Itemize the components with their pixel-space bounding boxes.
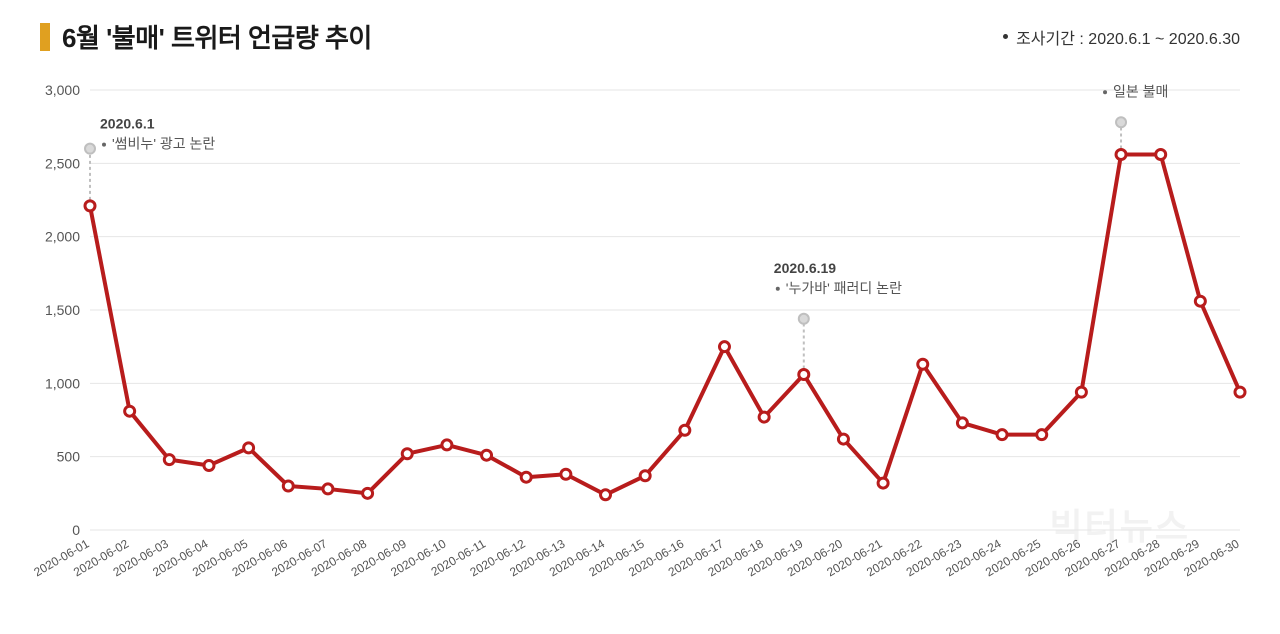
data-point — [244, 443, 254, 453]
y-axis-label: 1,000 — [45, 375, 80, 391]
annotation-marker — [85, 144, 95, 154]
data-point — [1156, 150, 1166, 160]
annotation-marker — [1116, 117, 1126, 127]
data-point — [442, 440, 452, 450]
y-axis-label: 3,000 — [45, 82, 80, 98]
title-wrap: 6월 '불매' 트위터 언급량 추이 — [40, 18, 372, 55]
y-axis-label: 500 — [57, 449, 81, 465]
data-point — [1116, 150, 1126, 160]
data-point — [1037, 430, 1047, 440]
data-point — [561, 469, 571, 479]
data-line — [90, 155, 1240, 495]
data-point — [601, 490, 611, 500]
data-point — [204, 460, 214, 470]
y-axis-label: 1,500 — [45, 302, 80, 318]
y-axis-label: 2,000 — [45, 229, 80, 245]
data-point — [680, 425, 690, 435]
data-point — [1195, 296, 1205, 306]
data-point — [323, 484, 333, 494]
data-point — [838, 434, 848, 444]
data-point — [164, 455, 174, 465]
y-axis-label: 0 — [72, 522, 80, 538]
annotation-date: 2020.6.19 — [774, 260, 836, 276]
period-text: 조사기간 : 2020.6.1 ~ 2020.6.30 — [1016, 25, 1240, 49]
data-point — [85, 201, 95, 211]
data-point — [125, 406, 135, 416]
header: 6월 '불매' 트위터 언급량 추이 조사기간 : 2020.6.1 ~ 202… — [40, 18, 1240, 55]
data-point — [640, 471, 650, 481]
title-accent-bar — [40, 23, 50, 51]
data-point — [482, 450, 492, 460]
data-point — [283, 481, 293, 491]
line-chart: 05001,0001,5002,0002,5003,0002020-06-012… — [30, 80, 1250, 610]
data-point — [997, 430, 1007, 440]
data-point — [1076, 387, 1086, 397]
y-axis-label: 2,500 — [45, 155, 80, 171]
annotation-note: '썸비누' 광고 논란 — [112, 136, 215, 152]
annotation-date: 2020.6.1 — [100, 116, 155, 132]
data-point — [1235, 387, 1245, 397]
bullet-icon — [776, 287, 780, 291]
bullet-icon — [102, 143, 106, 147]
data-point — [719, 342, 729, 352]
annotation-marker — [799, 314, 809, 324]
data-point — [878, 478, 888, 488]
data-point — [759, 412, 769, 422]
annotation-note: '누가바' 패러디 논란 — [786, 280, 902, 296]
annotation-note: 일본 불매 — [1113, 83, 1168, 99]
data-point — [918, 359, 928, 369]
data-point — [363, 488, 373, 498]
bullet-icon — [1103, 90, 1107, 94]
data-point — [521, 472, 531, 482]
chart-area: 빅터뉴스 05001,0001,5002,0002,5003,0002020-0… — [30, 80, 1250, 610]
data-point — [799, 370, 809, 380]
bullet-icon — [1003, 34, 1008, 39]
data-point — [402, 449, 412, 459]
chart-title: 6월 '불매' 트위터 언급량 추이 — [62, 18, 372, 55]
data-point — [957, 418, 967, 428]
survey-period: 조사기간 : 2020.6.1 ~ 2020.6.30 — [1003, 25, 1240, 49]
